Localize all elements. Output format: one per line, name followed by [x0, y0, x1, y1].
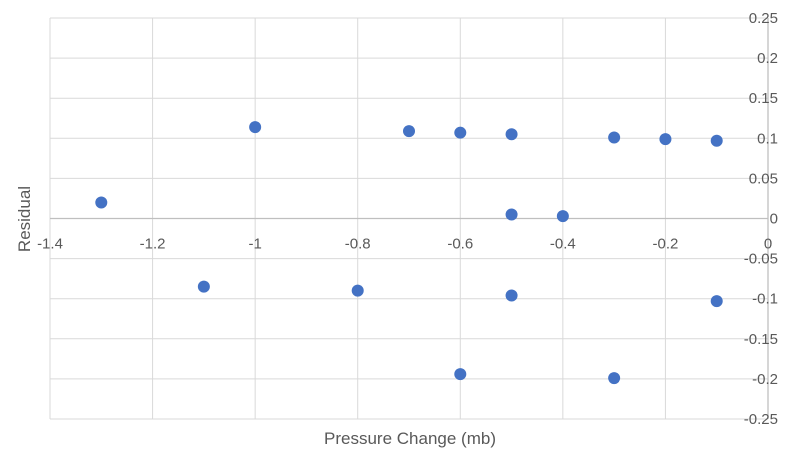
data-point — [608, 131, 621, 144]
x-tick-label: -0.8 — [345, 236, 371, 253]
data-point — [505, 289, 518, 302]
x-tick-label: -1.2 — [140, 236, 166, 253]
x-axis-title: Pressure Change (mb) — [324, 429, 496, 448]
data-point — [556, 210, 569, 223]
y-axis-title: Residual — [15, 186, 34, 252]
y-tick-label: -0.25 — [744, 411, 778, 428]
y-tick-label: -0.1 — [752, 291, 778, 308]
x-tick-label: -0.2 — [652, 236, 678, 253]
y-tick-label: 0.2 — [757, 50, 778, 67]
data-point — [249, 121, 262, 134]
y-tick-label: 0.15 — [749, 90, 778, 107]
x-tick-label: 0 — [764, 236, 772, 253]
data-point — [505, 208, 518, 221]
data-points — [95, 121, 723, 385]
x-tick-label: -1.4 — [37, 236, 63, 253]
y-tick-label: -0.05 — [744, 251, 778, 268]
data-point — [454, 368, 467, 381]
data-point — [454, 126, 467, 139]
data-point — [505, 128, 518, 141]
data-point — [197, 280, 210, 293]
y-tick-label: 0.25 — [749, 10, 778, 27]
x-tick-label: -0.6 — [447, 236, 473, 253]
data-point — [608, 372, 621, 385]
y-tick-label: 0.05 — [749, 170, 778, 187]
x-tick-label: -0.4 — [550, 236, 576, 253]
data-point — [95, 196, 108, 209]
data-point — [403, 125, 415, 138]
data-point — [659, 133, 672, 146]
data-point — [710, 134, 723, 147]
y-tick-labels: 0.250.20.150.10.050-0.05-0.1-0.15-0.2-0.… — [744, 10, 778, 428]
y-tick-label: 0.1 — [757, 130, 778, 147]
y-tick-label: -0.2 — [752, 371, 778, 388]
x-tick-labels: -1.4 -1.2 -1 -0.8 -0.6 -0.4 -0.2 0 — [37, 236, 772, 253]
y-tick-label: -0.15 — [744, 331, 778, 348]
data-point — [351, 284, 364, 297]
data-point — [710, 295, 723, 308]
x-tick-label: -1 — [248, 236, 261, 253]
y-tick-label: 0 — [770, 211, 778, 228]
